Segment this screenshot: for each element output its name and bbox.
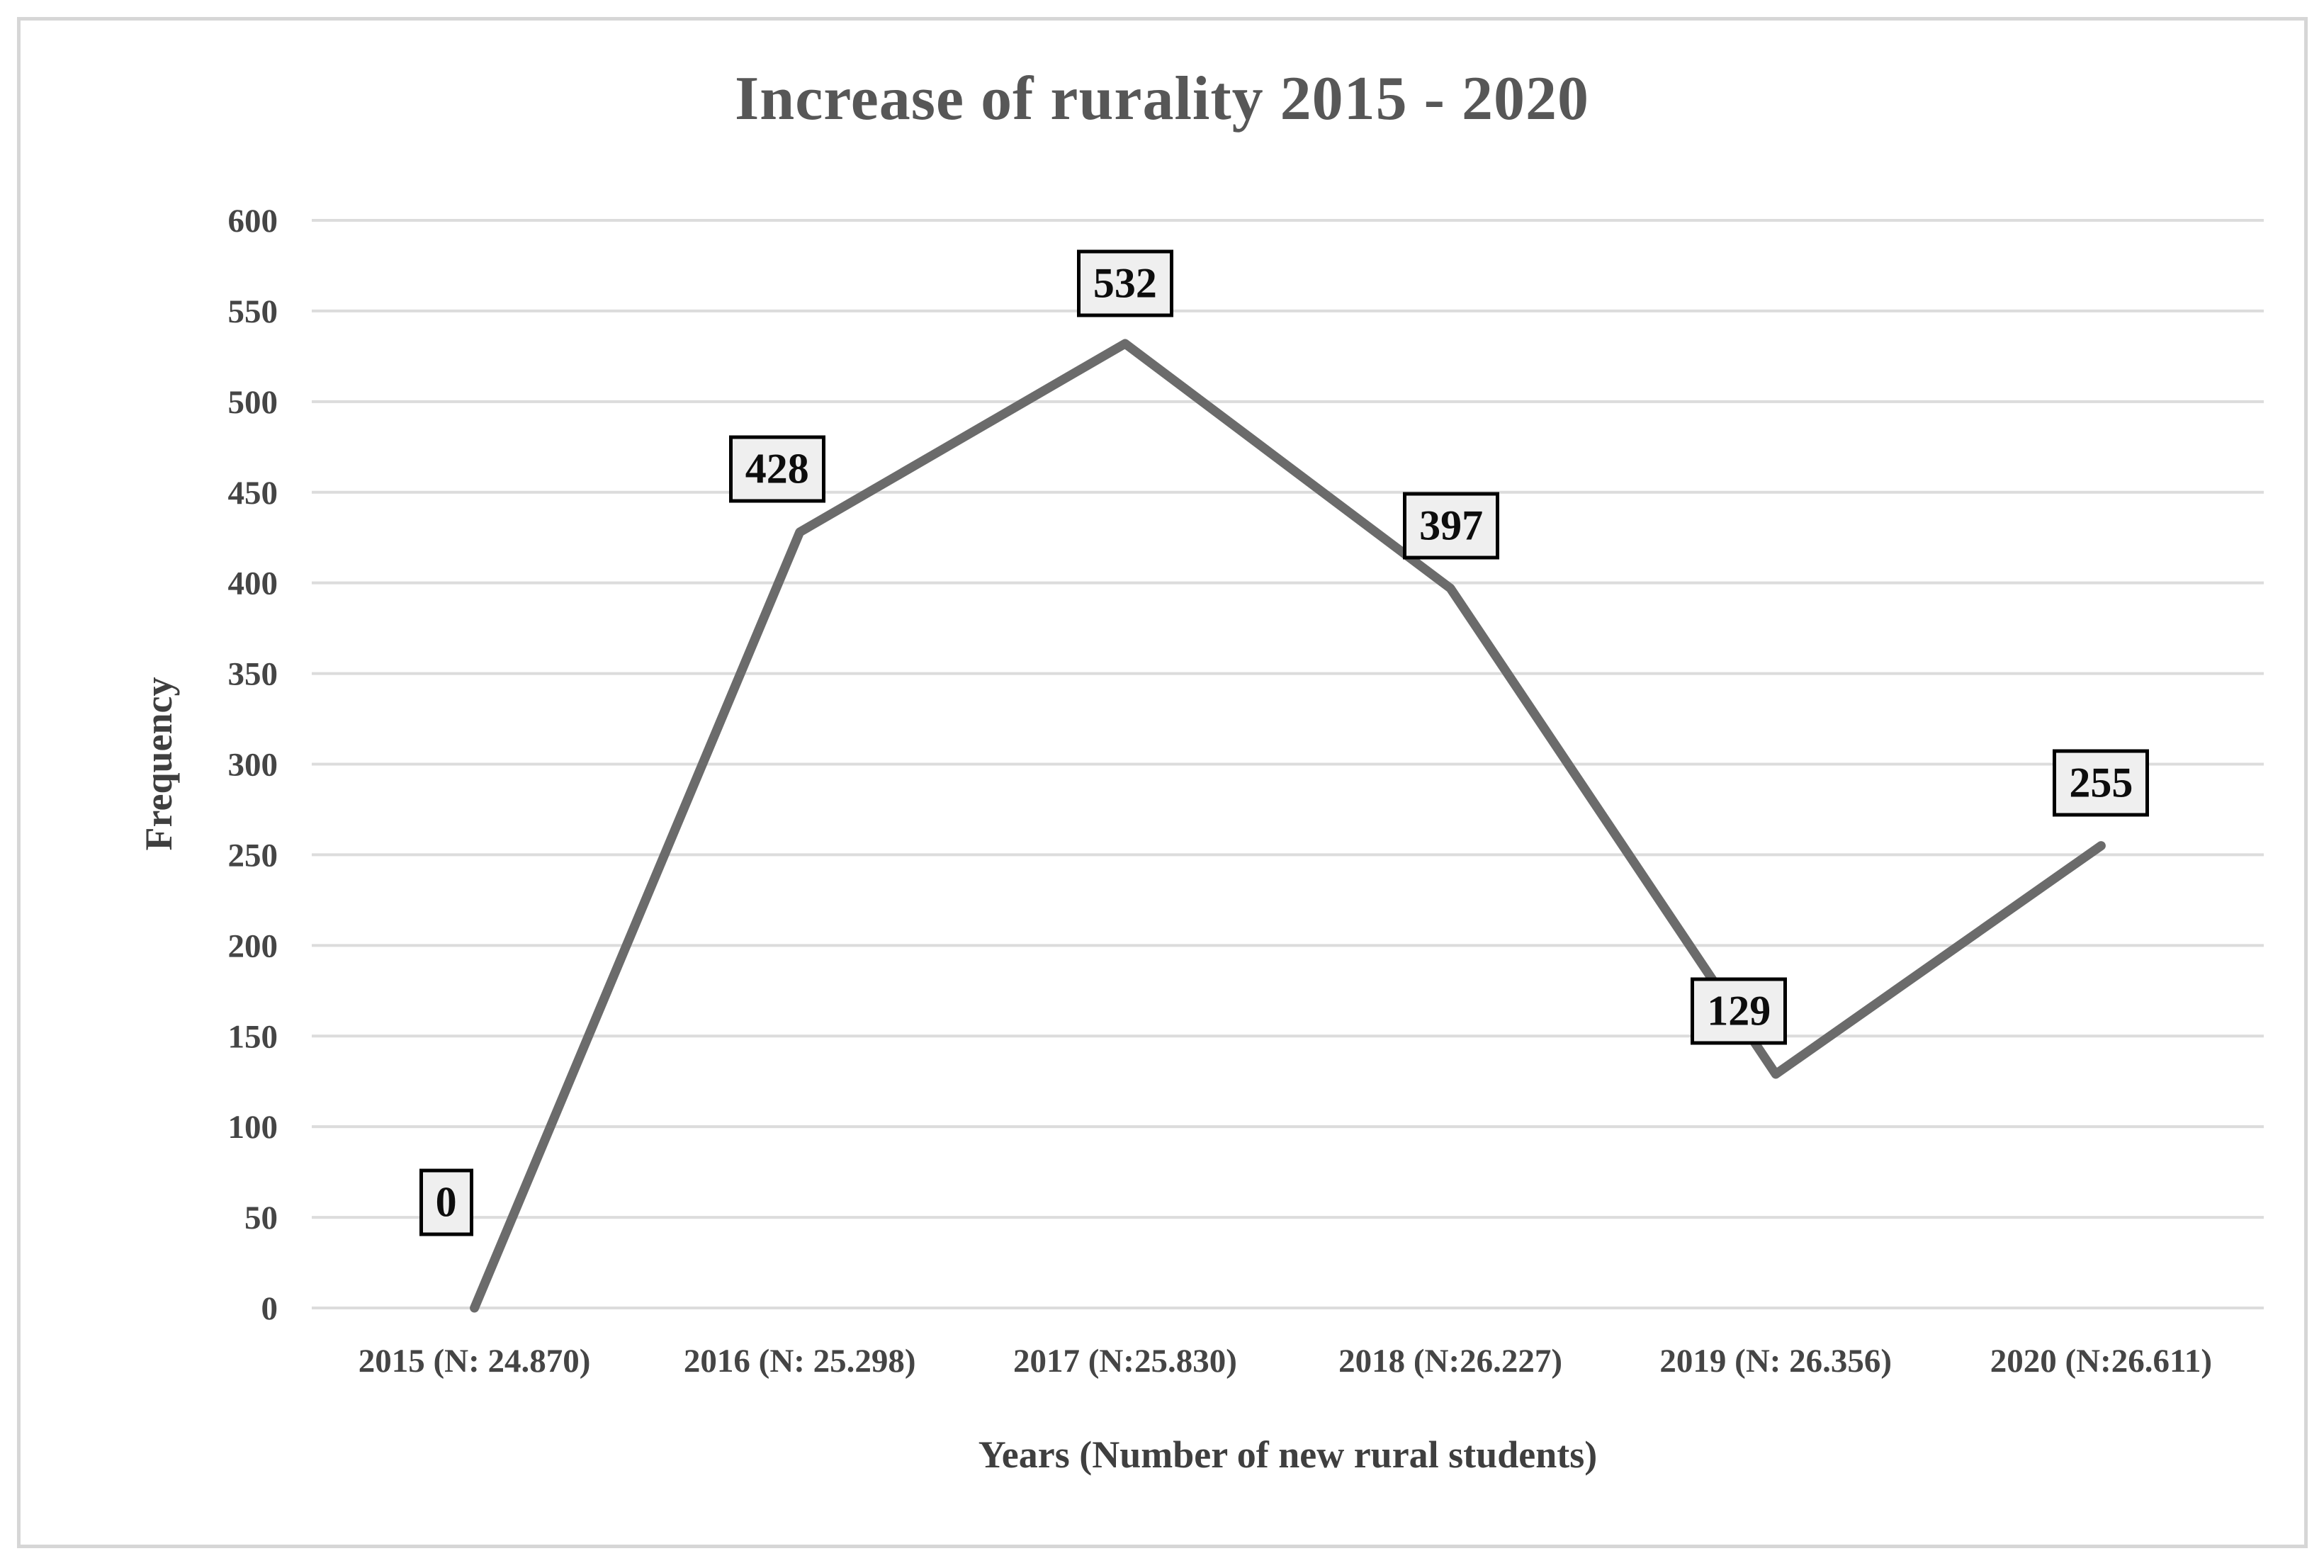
data-label: 129 [1691, 977, 1788, 1045]
y-tick-label: 50 [244, 1200, 278, 1236]
y-tick-label: 300 [228, 747, 278, 784]
y-tick-label: 450 [228, 475, 278, 512]
chart-title: Increase of rurality 2015 - 2020 [735, 64, 1589, 133]
x-tick-label: 2017 (N:25.830) [1013, 1343, 1237, 1380]
x-tick-label: 2018 (N:26.227) [1338, 1343, 1562, 1380]
data-label: 0 [419, 1168, 473, 1236]
y-tick-label: 350 [228, 656, 278, 693]
y-tick-label: 150 [228, 1018, 278, 1055]
data-label: 532 [1076, 249, 1173, 317]
y-tick-label: 200 [228, 927, 278, 964]
y-tick-label: 550 [228, 293, 278, 330]
y-tick-label: 100 [228, 1109, 278, 1146]
x-axis-title: Years (Number of new rural students) [978, 1433, 1598, 1476]
y-tick-label: 250 [228, 837, 278, 874]
y-tick-label: 0 [261, 1290, 278, 1327]
y-tick-label: 400 [228, 565, 278, 602]
x-tick-label: 2019 (N: 26.356) [1659, 1343, 1892, 1380]
data-label: 397 [1403, 492, 1500, 560]
data-line [470, 339, 2106, 1313]
data-label: 428 [728, 435, 825, 503]
x-tick-label: 2016 (N: 25.298) [684, 1343, 916, 1380]
x-tick-label: 2020 (N:26.611) [1990, 1343, 2212, 1380]
x-tick-label: 2015 (N: 24.870) [359, 1343, 591, 1380]
y-tick-label: 600 [228, 203, 278, 239]
data-label: 255 [2053, 749, 2150, 817]
y-tick-label: 500 [228, 384, 278, 421]
